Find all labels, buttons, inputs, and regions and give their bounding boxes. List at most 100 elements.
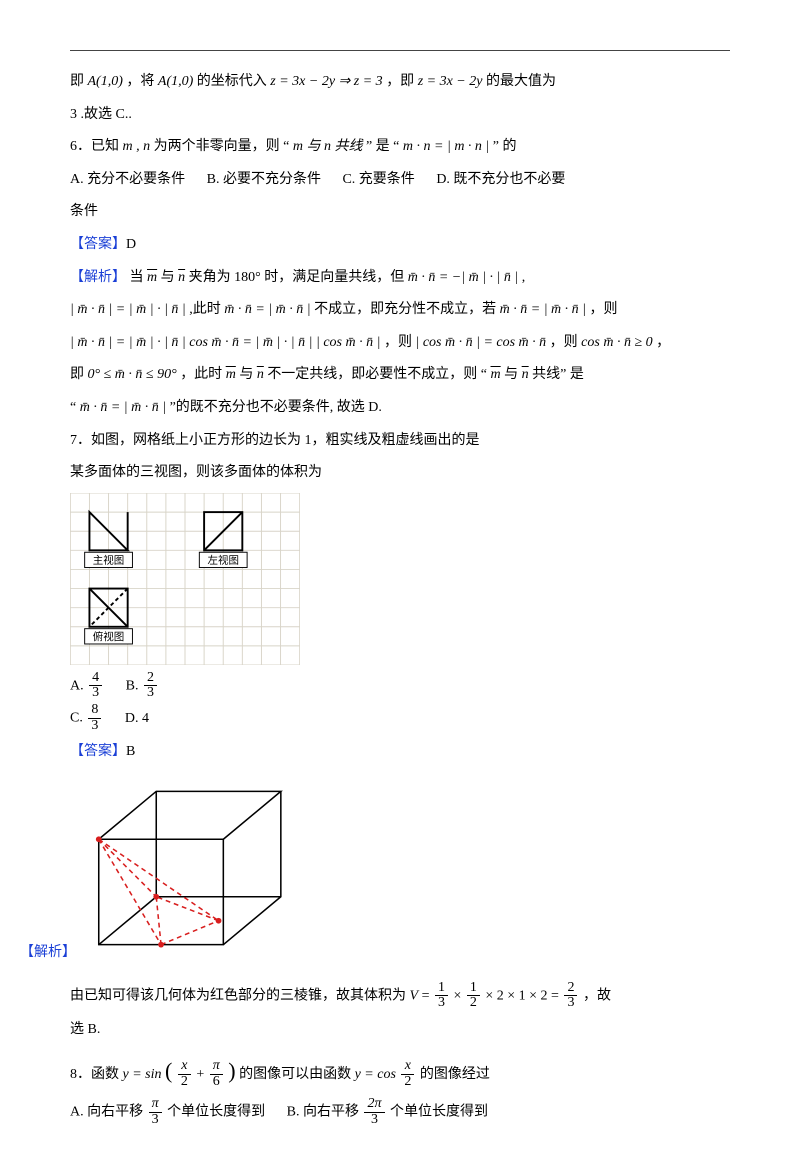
den: 3 xyxy=(364,1113,384,1128)
txt: 当 xyxy=(130,270,148,285)
txt: ”的既不充分也不必要条件, 故选 D. xyxy=(170,400,382,415)
txt: 时，满足向量共线，但 xyxy=(264,270,408,285)
num: x xyxy=(401,1059,414,1075)
vectors: m , n xyxy=(123,139,151,154)
txt: ， xyxy=(656,335,670,350)
q6-explain-2: | m̄ · n̄ | = | m̄ | · | n̄ | ,此时 m̄ · n… xyxy=(70,297,730,324)
txt: 的坐标代入 xyxy=(197,74,271,89)
txt: 不一定共线，即必要性不成立，则 “ xyxy=(267,367,487,382)
val: 4 xyxy=(142,711,149,726)
times: × 2 × 1 × 2 = xyxy=(485,988,562,1003)
phrase: m 与 n 共线 xyxy=(293,139,363,154)
txt: “ xyxy=(70,400,80,415)
num: π xyxy=(149,1097,162,1113)
prefix: A. xyxy=(70,678,87,693)
eq: m · n = | m · n | xyxy=(403,139,489,154)
q6-option-b: B. 必要不充分条件 xyxy=(207,167,321,194)
cube-figure: 【解析】 xyxy=(70,772,300,975)
prev-solution-line2: 3 .故选 C.. xyxy=(70,102,730,129)
num: 1 xyxy=(435,981,448,997)
q6-explain-3: | m̄ · n̄ | = | m̄ | · | n̄ | cos m̄ · n… xyxy=(70,330,730,357)
txt: 的图像可以由函数 xyxy=(239,1067,355,1082)
txt: 由已知可得该几何体为红色部分的三棱锥，故其体积为 xyxy=(70,988,410,1003)
eq: m̄ · n̄ = | m̄ · n̄ | xyxy=(224,302,310,317)
eq: m̄ · n̄ = | m̄ · n̄ | xyxy=(80,400,166,415)
explain-label: 【解析】 xyxy=(20,940,76,967)
q7-option-d: D. 4 xyxy=(125,706,149,733)
answer-label: 【答案】 xyxy=(70,744,126,759)
den: 2 xyxy=(401,1075,414,1090)
den: 3 xyxy=(564,996,577,1011)
q6-answer: 【答案】D xyxy=(70,232,730,259)
den: 2 xyxy=(467,996,480,1011)
q6-option-d-cont: 条件 xyxy=(70,199,730,226)
q6-option-a: A. 充分不必要条件 xyxy=(70,167,185,194)
eq: m̄ · n̄ = −| m̄ | · | n̄ | xyxy=(408,270,519,285)
front-view-label: 主视图 xyxy=(93,553,125,566)
q7-explain-1: 由已知可得该几何体为红色部分的三棱锥，故其体积为 V = 13 × 12 × 2… xyxy=(70,981,730,1011)
prefix: A. 向右平移 xyxy=(70,1105,147,1120)
y-cos: y = cos xyxy=(355,1067,396,1082)
eq: | m̄ · n̄ | = | m̄ | · | n̄ | xyxy=(70,302,186,317)
den: 3 xyxy=(89,686,102,701)
eq: | m̄ · n̄ | = | m̄ | · | n̄ | cos m̄ · n… xyxy=(70,335,380,350)
txt: 不成立，即充分性不成立，若 xyxy=(314,302,500,317)
q7-explain-2: 选 B. xyxy=(70,1017,730,1044)
suffix: 个单位长度得到 xyxy=(167,1105,265,1120)
prefix: D. xyxy=(125,711,142,726)
txt: 即 xyxy=(70,74,88,89)
prefix: B. 向右平移 xyxy=(287,1105,363,1120)
num: π xyxy=(210,1059,223,1075)
angle: 180° xyxy=(234,270,261,285)
eq: cos m̄ · n̄ ≥ 0 xyxy=(581,335,652,350)
txt: 夹角为 xyxy=(189,270,231,285)
txt: 的最大值为 xyxy=(486,74,556,89)
num: 2 xyxy=(144,671,157,687)
eq: m̄ · n̄ = | m̄ · n̄ | xyxy=(500,302,586,317)
prefix: C. xyxy=(70,711,86,726)
den: 6 xyxy=(210,1075,223,1090)
q7-options-row1: A. 43 B. 23 xyxy=(70,671,730,701)
txt: 8．函数 xyxy=(70,1067,123,1082)
top-view-label: 俯视图 xyxy=(93,630,125,643)
txt: ，此时 xyxy=(180,367,226,382)
txt: 6．已知 xyxy=(70,139,123,154)
q7-options-row2: C. 83 D. 4 xyxy=(70,703,730,733)
txt: 3 .故选 C.. xyxy=(70,107,132,122)
three-views-figure: 主视图 左视图 俯视图 xyxy=(70,493,300,665)
txt: ，则 xyxy=(384,335,416,350)
num: 1 xyxy=(467,981,480,997)
num: x xyxy=(178,1059,191,1075)
q7-option-a: A. 43 xyxy=(70,671,104,701)
eq: z = 3x − 2y ⇒ z = 3 xyxy=(270,74,382,89)
eq: z = 3x − 2y xyxy=(418,74,483,89)
q6-option-d: D. 既不充分也不必要 xyxy=(436,167,565,194)
q8-option-a: A. 向右平移 π3 个单位长度得到 xyxy=(70,1097,265,1127)
q8-options: A. 向右平移 π3 个单位长度得到 B. 向右平移 2π3 个单位长度得到 xyxy=(70,1097,730,1127)
q6-explain-4: 即 0° ≤ m̄ · n̄ ≤ 90° ，此时 m 与 n 不一定共线，即必要… xyxy=(70,362,730,389)
q7-option-b: B. 23 xyxy=(126,671,159,701)
txt: 即 xyxy=(70,367,88,382)
answer-label: 【答案】 xyxy=(70,237,126,252)
den: 3 xyxy=(149,1113,162,1128)
left-view-label: 左视图 xyxy=(207,553,239,566)
plus: + xyxy=(196,1067,207,1082)
num: 2π xyxy=(364,1097,384,1113)
q6-stem: 6．已知 m , n 为两个非零向量，则 “ m 与 n 共线 ” 是 “ m … xyxy=(70,134,730,161)
q8-option-b: B. 向右平移 2π3 个单位长度得到 xyxy=(287,1097,488,1127)
num: 2 xyxy=(564,981,577,997)
txt: ，则 xyxy=(590,302,618,317)
txt: , xyxy=(522,270,526,285)
den: 2 xyxy=(178,1075,191,1090)
den: 3 xyxy=(435,996,448,1011)
V: V xyxy=(410,988,419,1003)
txt: ” 是 “ xyxy=(366,139,399,154)
txt: ，故 xyxy=(583,988,611,1003)
txt: ，将 xyxy=(126,74,158,89)
q7-stem-2: 某多面体的三视图，则该多面体的体积为 xyxy=(70,460,730,487)
q7-stem-1: 7．如图，网格纸上小正方形的边长为 1，粗实线及粗虚线画出的是 xyxy=(70,428,730,455)
answer-value: B xyxy=(126,744,135,759)
txt: 与 xyxy=(239,367,257,382)
txt: 为两个非零向量，则 “ xyxy=(154,139,290,154)
txt: 共线” 是 xyxy=(532,367,584,382)
